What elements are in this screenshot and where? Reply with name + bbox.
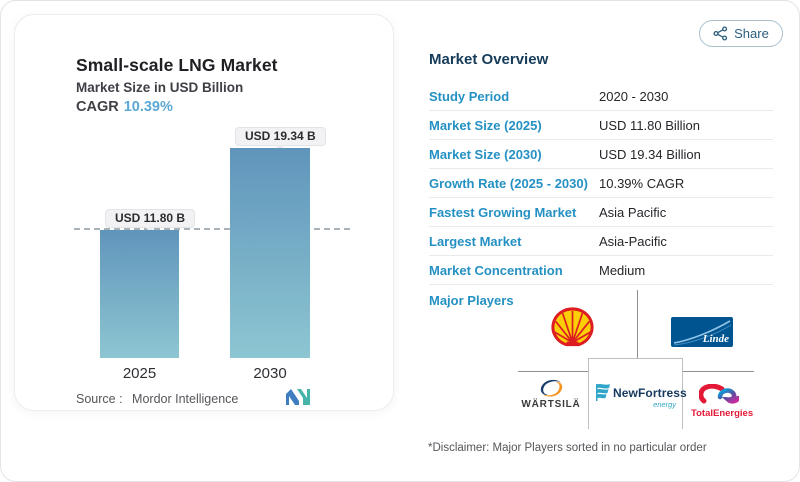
connector-vertical-line — [637, 290, 638, 358]
major-players-label: Major Players — [429, 293, 514, 308]
source-line: Source : Mordor Intelligence — [76, 392, 238, 406]
table-row: Market Size (2025) USD 11.80 Billion — [429, 111, 773, 140]
table-row: Market Concentration Medium — [429, 256, 773, 285]
disclaimer-text: *Disclaimer: Major Players sorted in no … — [428, 442, 707, 454]
wartsila-swoosh-icon — [540, 379, 563, 397]
row-label: Growth Rate (2025 - 2030) — [429, 175, 588, 191]
source-label: Source : — [76, 392, 123, 406]
bar-value-label-2025: USD 11.80 B — [105, 209, 196, 232]
linde-logo: Linde — [671, 317, 733, 347]
share-button-label: Share — [734, 26, 769, 41]
newfortress-flag-icon — [596, 384, 610, 401]
row-label: Fastest Growing Market — [429, 204, 577, 220]
totalenergies-te-icon — [699, 384, 739, 404]
bar-2025 — [100, 230, 179, 358]
newfortress-wordmark: NewFortress — [613, 386, 687, 400]
chart-card: Small-scale LNG Market Market Size in US… — [14, 14, 394, 411]
source-value: Mordor Intelligence — [132, 392, 239, 406]
row-label: Market Size (2030) — [429, 146, 542, 162]
row-value: Medium — [599, 262, 646, 278]
totalenergies-logo: TotalEnergies — [691, 384, 754, 419]
table-row: Study Period 2020 - 2030 — [429, 82, 773, 111]
cagr-line: CAGR 10.39% — [76, 99, 173, 115]
row-value: Asia Pacific — [599, 204, 667, 220]
cagr-value: 10.39% — [123, 99, 173, 115]
table-row: Market Size (2030) USD 19.34 Billion — [429, 140, 773, 169]
x-tick-2025: 2025 — [122, 365, 157, 382]
row-value: 2020 - 2030 — [599, 88, 669, 104]
row-value: USD 11.80 Billion — [599, 117, 700, 133]
row-value: USD 19.34 Billion — [599, 146, 701, 162]
row-value: 10.39% CAGR — [599, 175, 685, 191]
x-tick-2030: 2030 — [253, 365, 287, 382]
overview-heading: Market Overview — [429, 51, 549, 68]
reference-dashed-line — [74, 228, 350, 230]
wartsila-wordmark: WÄRTSILÄ — [521, 399, 581, 410]
shell-logo-icon — [551, 307, 594, 352]
table-row: Largest Market Asia-Pacific — [429, 227, 773, 256]
mordor-intelligence-logo-icon — [285, 388, 311, 411]
newfortress-logo: NewFortress energy — [588, 358, 687, 429]
chart-subtitle: Market Size in USD Billion — [76, 80, 244, 95]
share-icon — [713, 26, 728, 41]
wartsila-logo: WÄRTSILÄ — [521, 379, 581, 410]
linde-wordmark: Linde — [702, 333, 729, 345]
chart-title: Small-scale LNG Market — [76, 55, 278, 75]
table-row: Growth Rate (2025 - 2030) 10.39% CAGR — [429, 169, 773, 198]
row-label: Market Size (2025) — [429, 117, 542, 133]
row-label: Market Concentration — [429, 262, 563, 278]
share-button[interactable]: Share — [699, 20, 783, 47]
bar-2030 — [230, 148, 310, 358]
row-label: Study Period — [429, 88, 510, 104]
table-row: Fastest Growing Market Asia Pacific — [429, 198, 773, 227]
cagr-label: CAGR — [76, 99, 119, 115]
bar-value-label-2030: USD 19.34 B — [235, 127, 326, 150]
row-label: Largest Market — [429, 233, 522, 249]
overview-table: Study Period 2020 - 2030 Market Size (20… — [429, 82, 773, 285]
totalenergies-wordmark: TotalEnergies — [691, 408, 754, 419]
newfortress-energy-label: energy — [653, 400, 676, 409]
row-value: Asia-Pacific — [599, 233, 667, 249]
